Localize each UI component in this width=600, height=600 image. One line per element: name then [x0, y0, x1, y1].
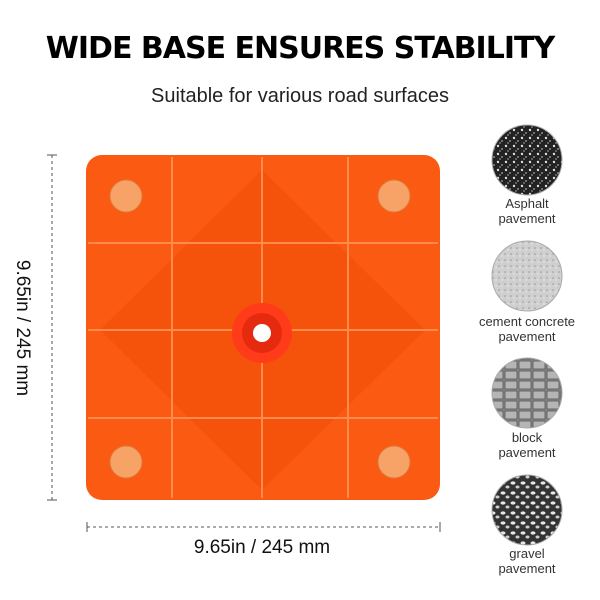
surface-label: gravel	[509, 546, 545, 561]
surface-label: pavement	[498, 445, 555, 460]
height-label: 9.65in / 245 mm	[12, 260, 33, 396]
title: WIDE BASE ENSURES STABILITY	[46, 31, 557, 66]
surface-label: cement concrete	[479, 314, 575, 329]
surface-label: pavement	[498, 561, 555, 576]
subtitle: Suitable for various road surfaces	[151, 85, 449, 107]
cone-base	[86, 155, 440, 500]
surface-label: pavement	[498, 211, 555, 226]
height-dimension	[47, 154, 57, 501]
surface-label: Asphalt	[505, 196, 549, 211]
surfaces: Asphalt pavement cement concrete pavemen…	[479, 124, 575, 576]
surface-label: block	[512, 430, 543, 445]
width-dimension	[86, 522, 441, 532]
block-swatch	[491, 357, 563, 429]
surface-label: pavement	[498, 329, 555, 344]
gravel-swatch	[491, 474, 563, 546]
width-label: 9.65in / 245 mm	[194, 537, 330, 558]
asphalt-swatch	[491, 124, 563, 196]
cement-swatch	[491, 240, 563, 312]
